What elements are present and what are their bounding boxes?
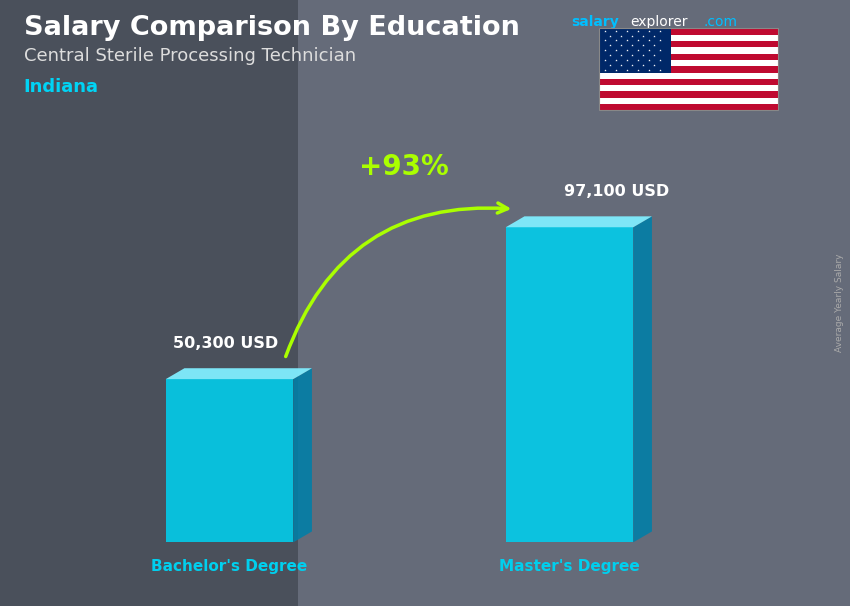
Text: Average Yearly Salary: Average Yearly Salary: [836, 254, 844, 352]
Polygon shape: [599, 54, 778, 60]
Polygon shape: [633, 216, 652, 542]
Text: Indiana: Indiana: [24, 78, 99, 96]
Polygon shape: [599, 60, 778, 66]
Text: 50,300 USD: 50,300 USD: [173, 336, 278, 351]
Polygon shape: [599, 104, 778, 110]
Polygon shape: [599, 35, 778, 41]
Polygon shape: [599, 41, 778, 47]
Polygon shape: [298, 0, 850, 606]
Polygon shape: [293, 368, 312, 542]
Text: salary: salary: [571, 15, 619, 29]
Polygon shape: [506, 227, 633, 542]
Text: Bachelor's Degree: Bachelor's Degree: [151, 559, 308, 574]
Polygon shape: [166, 379, 293, 542]
Polygon shape: [506, 216, 652, 227]
Text: Salary Comparison By Education: Salary Comparison By Education: [24, 15, 519, 41]
Text: explorer: explorer: [631, 15, 689, 29]
Polygon shape: [599, 98, 778, 104]
Polygon shape: [599, 73, 778, 79]
Text: +93%: +93%: [359, 153, 449, 181]
Polygon shape: [599, 47, 778, 54]
Polygon shape: [0, 0, 298, 606]
Text: Central Sterile Processing Technician: Central Sterile Processing Technician: [24, 47, 356, 65]
Polygon shape: [166, 368, 312, 379]
Polygon shape: [599, 92, 778, 98]
Text: .com: .com: [704, 15, 738, 29]
Text: Master's Degree: Master's Degree: [499, 559, 640, 574]
Text: 97,100 USD: 97,100 USD: [564, 184, 669, 199]
Polygon shape: [599, 28, 671, 73]
Polygon shape: [599, 28, 778, 35]
Polygon shape: [599, 66, 778, 73]
Polygon shape: [599, 79, 778, 85]
Polygon shape: [599, 85, 778, 92]
